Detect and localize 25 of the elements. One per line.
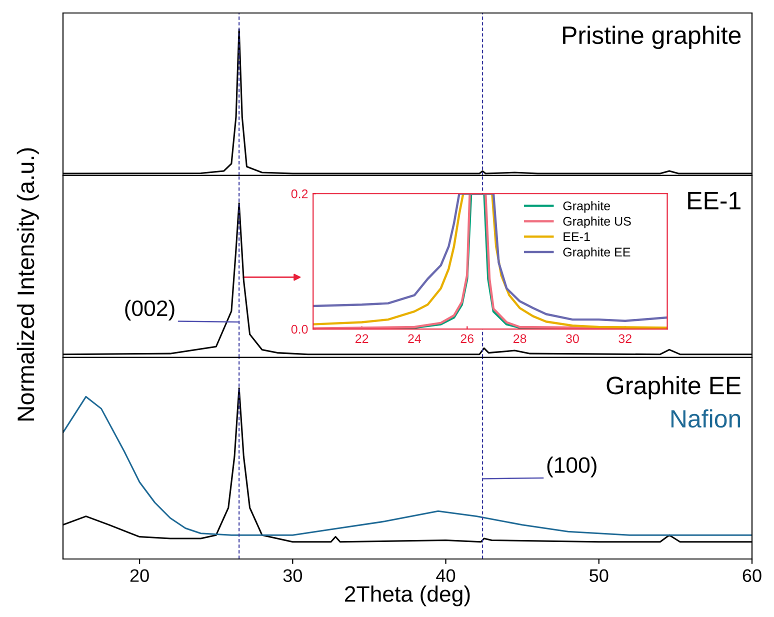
annotation: (100) bbox=[547, 456, 596, 478]
legend-label: Graphite EE bbox=[563, 247, 630, 259]
x-tick-label: 26 bbox=[460, 334, 474, 344]
x-tick-label: 20 bbox=[130, 569, 149, 582]
x-tick-label: 40 bbox=[436, 569, 456, 582]
x-tick-label: 30 bbox=[566, 334, 579, 344]
x-tick-label: 50 bbox=[590, 569, 608, 582]
text: Pristine graphite bbox=[563, 26, 741, 50]
text: EE-1 bbox=[688, 192, 740, 210]
y-tick-label: 0.2 bbox=[291, 189, 308, 198]
legend-label: Graphite bbox=[563, 201, 610, 213]
annotation: (002) bbox=[125, 300, 174, 321]
x-tick-label: 30 bbox=[283, 569, 302, 582]
x-tick-label: 32 bbox=[618, 334, 632, 344]
x-tick-label: 60 bbox=[742, 569, 762, 582]
text: Nafion bbox=[671, 409, 740, 428]
x-tick-label: 28 bbox=[513, 334, 526, 344]
x-axis-title: 2Theta (deg) bbox=[345, 586, 470, 606]
text: Graphite EE bbox=[606, 376, 741, 400]
legend-label: EE-1 bbox=[564, 232, 590, 241]
x-tick-label: 22 bbox=[355, 334, 368, 343]
y-axis-title: Normalized Intensity (a.u.) bbox=[16, 148, 39, 420]
x-tick-label: 24 bbox=[408, 334, 422, 343]
legend-label: Graphite US bbox=[563, 216, 631, 228]
y-tick-label: 0.0 bbox=[291, 324, 308, 334]
